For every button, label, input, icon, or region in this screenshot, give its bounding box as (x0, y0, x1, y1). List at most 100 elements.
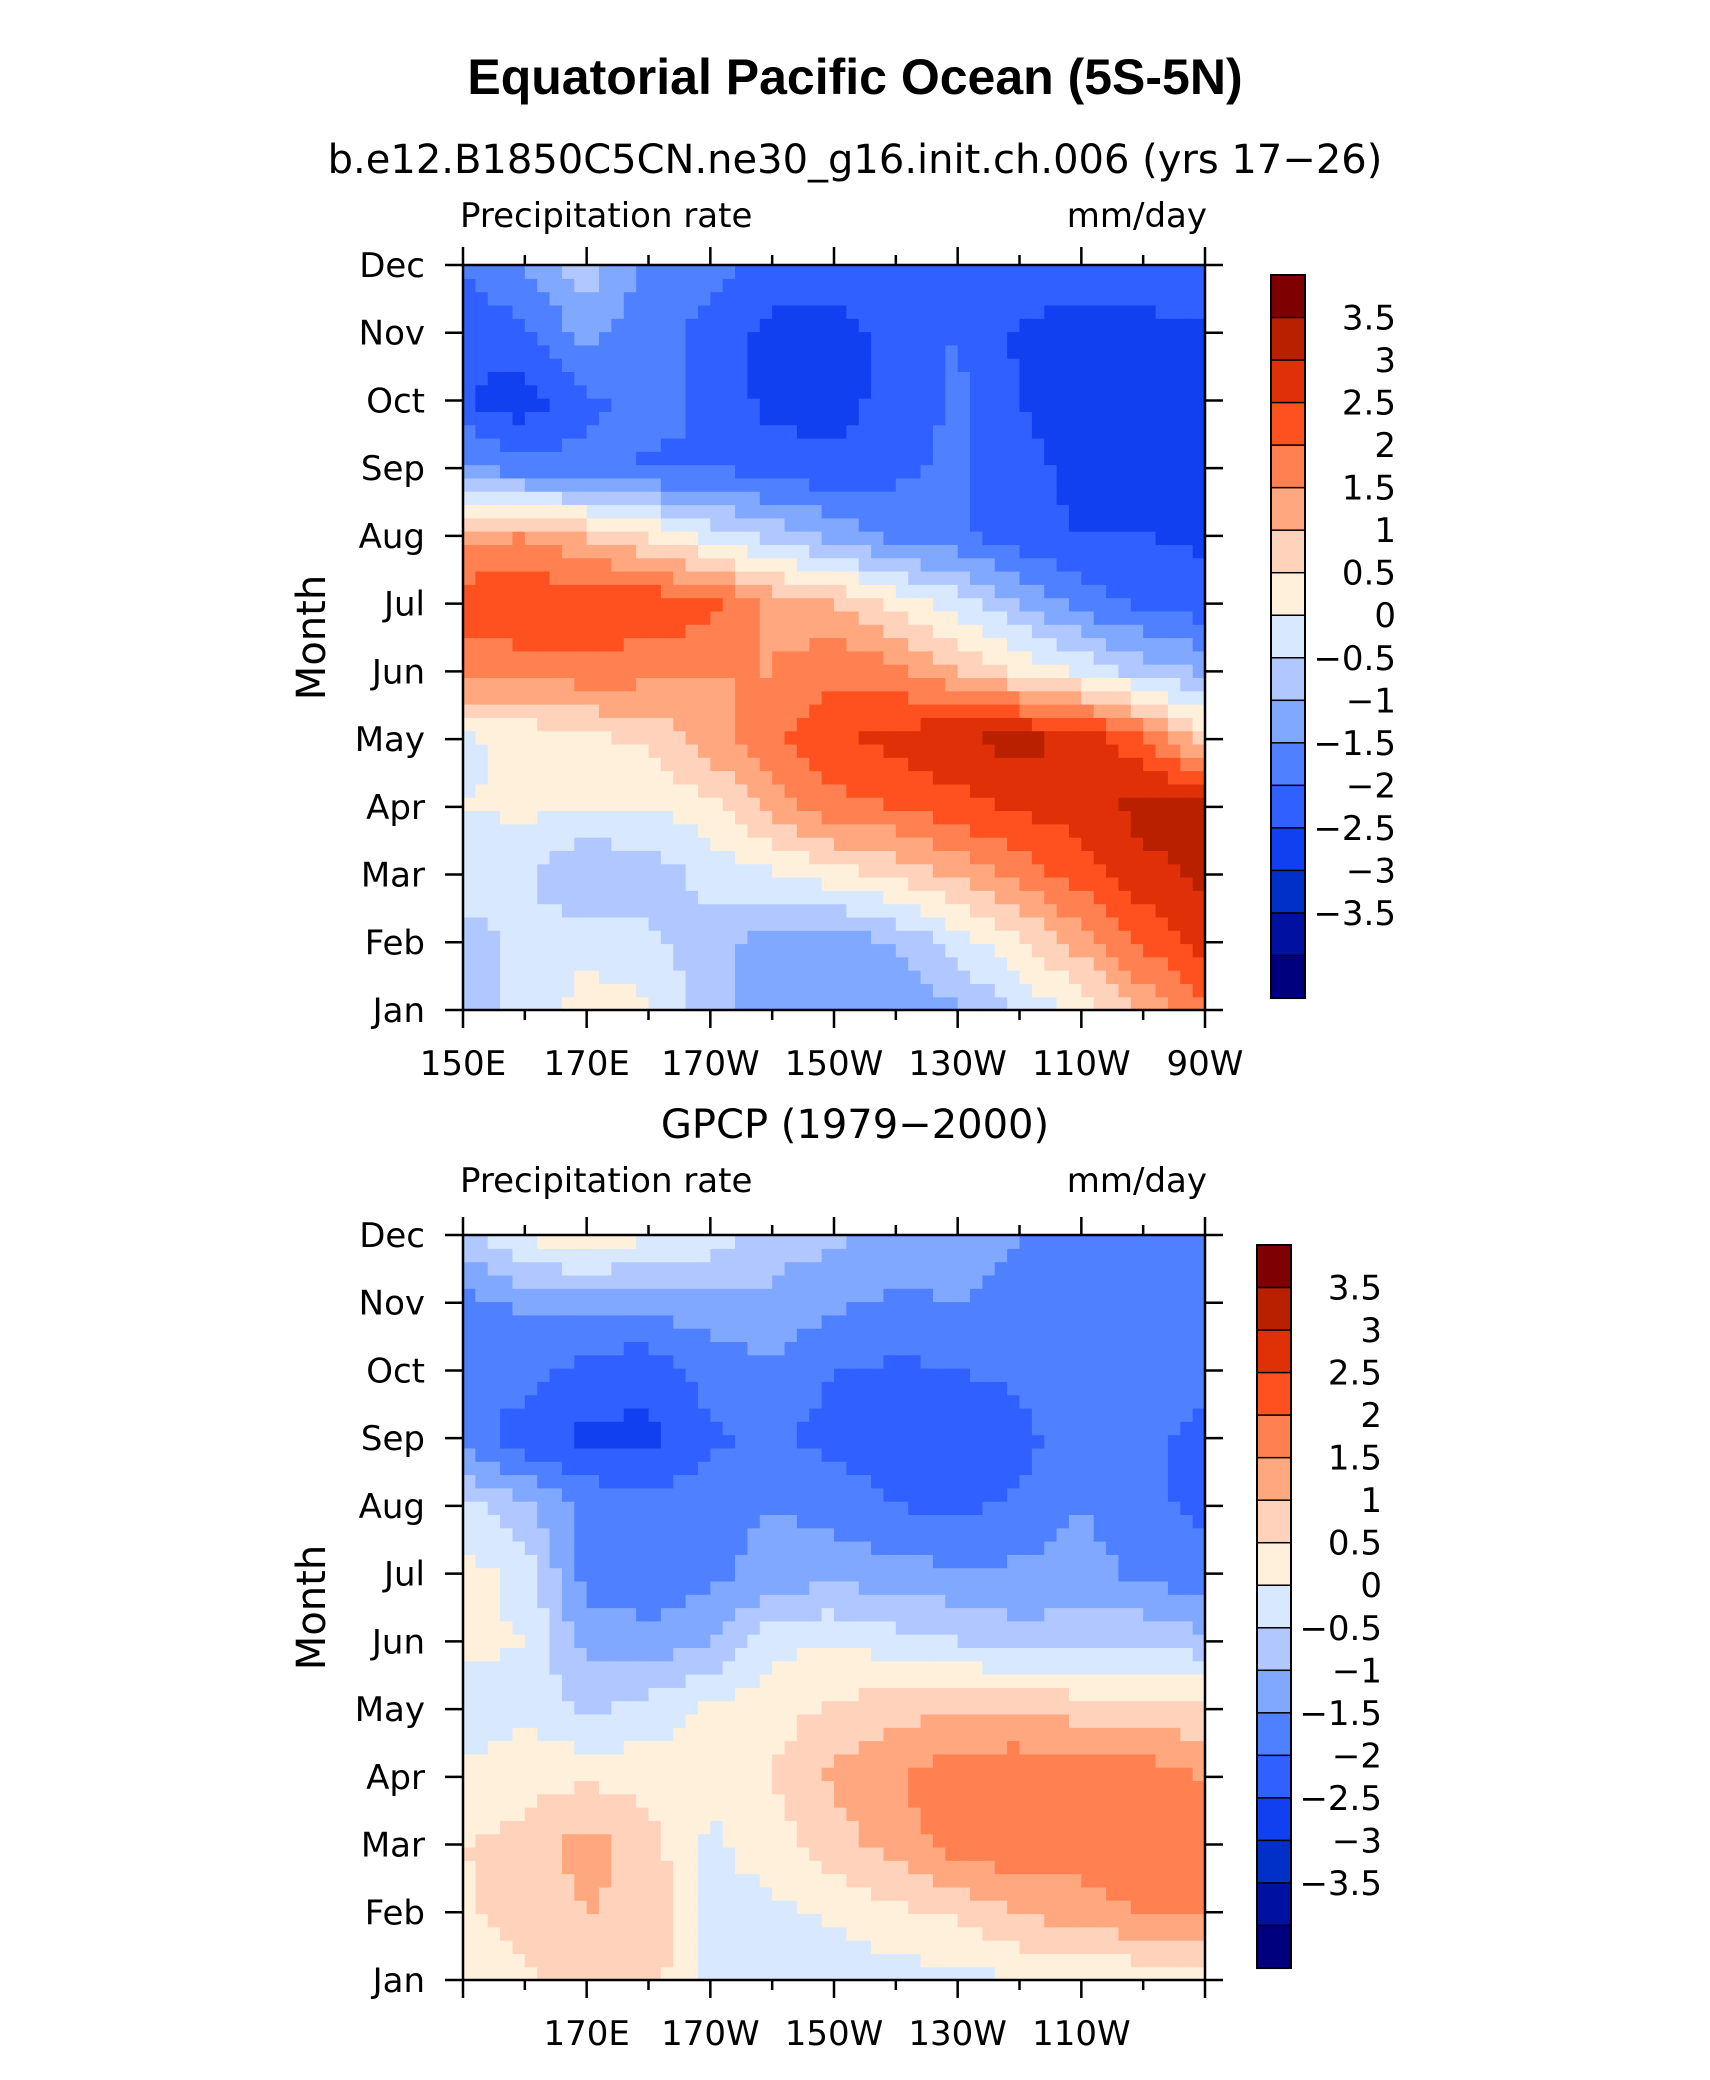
heatmap-cell (821, 557, 835, 572)
heatmap-cell (821, 1687, 835, 1702)
heatmap-cell (660, 837, 674, 851)
heatmap-cell (648, 358, 662, 373)
heatmap-cell (697, 837, 711, 851)
heatmap-cell (537, 837, 551, 851)
heatmap-cell (1130, 1780, 1144, 1795)
heatmap-cell (809, 1793, 823, 1808)
heatmap-cell (809, 850, 823, 865)
heatmap-cell (809, 318, 823, 333)
heatmap-cell (994, 265, 1008, 279)
heatmap-cell (660, 291, 674, 306)
heatmap-cell (586, 783, 600, 798)
heatmap-cell (722, 1660, 736, 1675)
heatmap-cell (908, 837, 922, 851)
heatmap-cell (834, 717, 847, 732)
heatmap-cell (1180, 304, 1194, 319)
heatmap-cell (599, 557, 612, 572)
heatmap-cell (982, 823, 996, 838)
heatmap-cell (834, 743, 847, 758)
heatmap-cell (475, 943, 489, 958)
heatmap-cell (796, 637, 810, 652)
heatmap-cell (1093, 384, 1107, 399)
heatmap-cell (524, 1820, 538, 1835)
heatmap-cell (1081, 810, 1095, 825)
heatmap-cell (908, 291, 922, 306)
heatmap-cell (1143, 278, 1157, 293)
heatmap-cell (1007, 1926, 1021, 1941)
heatmap-cell (1167, 903, 1181, 918)
heatmap-cell (809, 837, 823, 851)
heatmap-cell (821, 664, 835, 679)
heatmap-cell (599, 863, 612, 878)
heatmap-cell (772, 517, 786, 532)
heatmap-cell (920, 291, 934, 306)
heatmap-cell (636, 970, 650, 984)
heatmap-cell (475, 411, 489, 426)
heatmap-cell (512, 477, 526, 492)
heatmap-cell (636, 757, 650, 772)
heatmap-cell (834, 1687, 847, 1702)
heatmap-cell (487, 610, 501, 625)
heatmap-cell (487, 1674, 501, 1688)
heatmap-cell (846, 1687, 860, 1702)
heatmap-cell (648, 424, 662, 439)
heatmap-cell (994, 1793, 1008, 1808)
heatmap-cell (957, 690, 971, 705)
y-tick-label: Nov (359, 314, 425, 354)
heatmap-cell (524, 1913, 538, 1928)
heatmap-cell (512, 850, 526, 865)
heatmap-cell (1106, 1740, 1120, 1755)
heatmap-cell (1143, 1820, 1157, 1835)
heatmap-cell (648, 1873, 662, 1888)
heatmap-cell (932, 743, 946, 758)
heatmap-cell (475, 1913, 489, 1928)
heatmap-cell (561, 757, 575, 772)
heatmap-cell (871, 1767, 885, 1782)
heatmap-cell (883, 1700, 897, 1715)
heatmap-cell (945, 265, 959, 279)
heatmap-cell (623, 331, 637, 346)
heatmap-cell (834, 331, 847, 346)
heatmap-cell (549, 1793, 563, 1808)
heatmap-cell (710, 1860, 724, 1875)
heatmap-cell (611, 531, 625, 545)
heatmap-cell (895, 544, 909, 559)
heatmap-cell (1118, 451, 1132, 466)
heatmap-cell (970, 1793, 983, 1808)
heatmap-cell (1007, 850, 1021, 865)
heatmap-cell (1056, 1833, 1070, 1848)
heatmap-cell (1192, 278, 1206, 293)
heatmap-cell (549, 1926, 563, 1941)
heatmap-cell (1118, 664, 1132, 679)
heatmap-cell (883, 1713, 897, 1728)
heatmap-cell (735, 797, 749, 812)
heatmap-cell (549, 690, 563, 705)
heatmap-cell (809, 943, 823, 958)
heatmap-cell (500, 650, 514, 665)
heatmap-cell (895, 1953, 909, 1968)
heatmap-cell (697, 424, 711, 439)
heatmap-cell (710, 810, 724, 825)
heatmap-cell (846, 637, 860, 652)
heatmap-cell (772, 344, 786, 359)
heatmap-cell (747, 730, 761, 745)
heatmap-cell (982, 451, 996, 466)
heatmap-cell (1007, 451, 1021, 466)
heatmap-cell (895, 783, 909, 798)
heatmap-cell (1155, 1767, 1169, 1782)
heatmap-cell (834, 424, 847, 439)
heatmap-cell (932, 837, 946, 851)
heatmap-cell (685, 318, 699, 333)
heatmap-cell (660, 477, 674, 492)
heatmap-cell (574, 1674, 588, 1688)
heatmap-cell (871, 318, 885, 333)
colorbar-box (1270, 699, 1306, 744)
heatmap-cell (1093, 318, 1107, 333)
heatmap-cell (574, 1873, 588, 1888)
heatmap-cell (487, 1687, 501, 1702)
heatmap-cell (932, 730, 946, 745)
heatmap-cell (871, 890, 885, 905)
heatmap-cell (487, 624, 501, 639)
heatmap-cell (660, 384, 674, 399)
heatmap-cell (1081, 477, 1095, 492)
